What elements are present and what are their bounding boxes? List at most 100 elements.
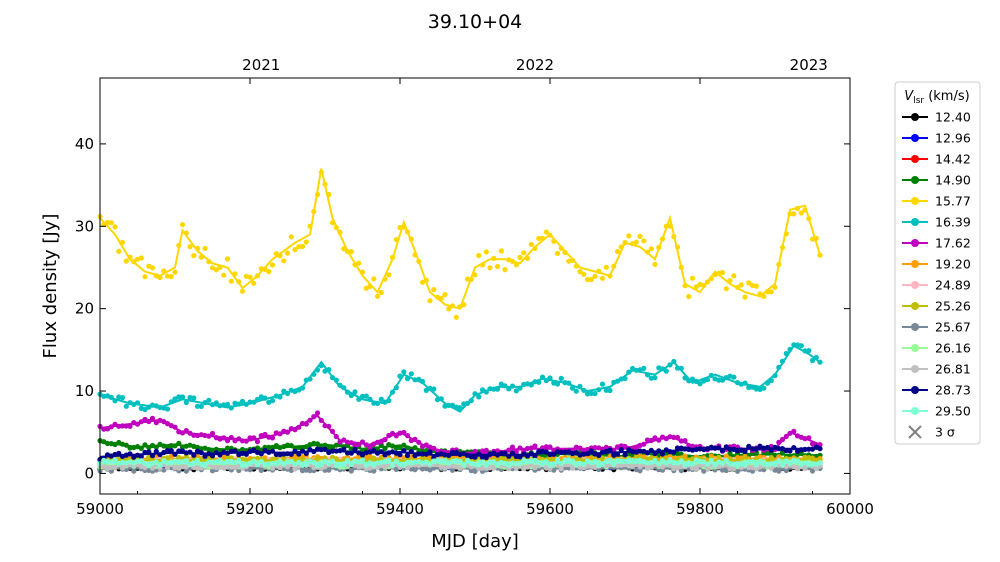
series-28-73-point xyxy=(764,444,771,451)
series-17-62-point xyxy=(472,448,478,454)
series-16-39-point xyxy=(408,371,414,377)
series-29-50-point xyxy=(311,459,317,465)
series-17-62-point xyxy=(254,439,261,445)
series-28-73-point xyxy=(543,449,549,455)
series-15-77-point xyxy=(554,250,561,256)
series-16-39-point xyxy=(573,388,579,394)
series-17-62-point xyxy=(303,421,309,427)
series-15-77-point xyxy=(509,258,516,264)
x-tick-label: 60000 xyxy=(826,500,874,518)
series-15-77-point xyxy=(644,249,651,255)
series-28-73-point xyxy=(303,450,309,456)
series-17-62-point xyxy=(633,445,639,451)
series-16-39-point xyxy=(374,400,381,406)
series-28-73-point xyxy=(157,452,163,458)
series-29-50-point xyxy=(712,462,718,468)
series-15-77-point xyxy=(611,263,617,269)
series-25-26-point xyxy=(509,456,516,462)
series-16-39-point xyxy=(393,385,399,391)
series-28-73-point xyxy=(311,448,317,455)
series-29-50-point xyxy=(134,458,141,464)
legend-label: 25.26 xyxy=(935,299,971,314)
series-15-77-point xyxy=(483,249,489,255)
series-28-73-point xyxy=(281,451,287,457)
series-15-77-point xyxy=(254,273,261,279)
series-16-39-point xyxy=(708,372,714,378)
series-15-77-point xyxy=(367,283,373,289)
series-29-50-point xyxy=(569,458,576,464)
series-16-39-point xyxy=(157,404,163,411)
series-15-77-point xyxy=(551,238,557,244)
series-16-39-point xyxy=(667,362,673,368)
legend-title: Vlsr (km/s) xyxy=(904,89,969,106)
series-15-77-point xyxy=(757,291,763,297)
series-28-73-point xyxy=(116,450,122,456)
series-16-39-point xyxy=(543,378,549,384)
series-29-50-point xyxy=(659,458,666,464)
series-15-77-point xyxy=(764,289,771,295)
x-tick-label: 59000 xyxy=(76,500,124,518)
series-28-73-point xyxy=(202,453,208,459)
series-15-77-point xyxy=(269,262,276,268)
series-17-62-point xyxy=(149,415,156,421)
series-16-39-point xyxy=(483,389,489,395)
series-28-73-point xyxy=(472,454,478,460)
series-15-77-point xyxy=(378,289,384,296)
series-14-90-point xyxy=(284,442,291,448)
series-15-77-point xyxy=(517,254,523,260)
series-15-77-point xyxy=(543,229,549,235)
series-28-73-point xyxy=(142,449,148,455)
series-25-26-point xyxy=(269,456,276,462)
legend-marker xyxy=(911,134,919,142)
series-16-39-point xyxy=(419,378,426,385)
series-29-50-point xyxy=(491,459,497,465)
series-28-73-point xyxy=(749,446,756,452)
series-26-81-point xyxy=(637,464,643,470)
series-28-73-point xyxy=(292,448,298,454)
series-15-77-point xyxy=(206,259,212,265)
series-15-77-point xyxy=(753,283,759,289)
series-25-67-point xyxy=(236,467,242,474)
series-28-73-point xyxy=(217,452,223,458)
series-26-81-point xyxy=(731,466,737,472)
series-16-39-point xyxy=(191,395,197,401)
series-17-62-point xyxy=(592,445,598,451)
series-14-90-point xyxy=(314,441,321,447)
series-15-77-point xyxy=(194,245,201,251)
series-28-73-point xyxy=(449,449,456,456)
series-28-73-point xyxy=(656,448,662,454)
series-15-77-point xyxy=(311,208,317,215)
series-25-67-point xyxy=(108,468,114,474)
series-16-39-point xyxy=(768,378,774,384)
series-17-62-point xyxy=(509,444,516,450)
series-25-67-point xyxy=(783,467,789,474)
series-28-73-point xyxy=(296,451,302,457)
series-25-67-point xyxy=(637,468,643,474)
series-16-39-point xyxy=(798,343,804,349)
series-25-26-point xyxy=(768,455,774,461)
y-tick-label: 40 xyxy=(75,135,94,153)
series-16-39-point xyxy=(359,393,366,399)
series-16-39-point xyxy=(689,376,696,382)
series-17-62-point xyxy=(262,431,268,438)
series-17-62-point xyxy=(359,439,366,445)
series-15-77-point xyxy=(183,230,189,236)
series-16-39-point xyxy=(693,378,699,384)
series-16-39-point xyxy=(791,342,797,348)
series-17-62-point xyxy=(656,437,662,443)
series-16-39-point xyxy=(397,373,403,379)
series-15-77-point xyxy=(127,254,133,260)
series-16-39-point xyxy=(614,378,621,384)
series-16-39-point xyxy=(213,400,219,406)
series-16-39-point xyxy=(333,377,339,383)
series-28-73-point xyxy=(322,446,328,452)
series-26-81-point xyxy=(112,465,118,471)
series-16-39-point xyxy=(663,368,669,374)
series-28-73-point xyxy=(644,450,651,456)
series-17-62-point xyxy=(783,433,789,440)
series-17-62-point xyxy=(299,420,306,427)
series-16-39-point xyxy=(344,389,351,395)
series-29-50-point xyxy=(727,461,733,467)
series-28-73-point xyxy=(168,447,174,454)
series-25-67-point xyxy=(809,468,816,474)
